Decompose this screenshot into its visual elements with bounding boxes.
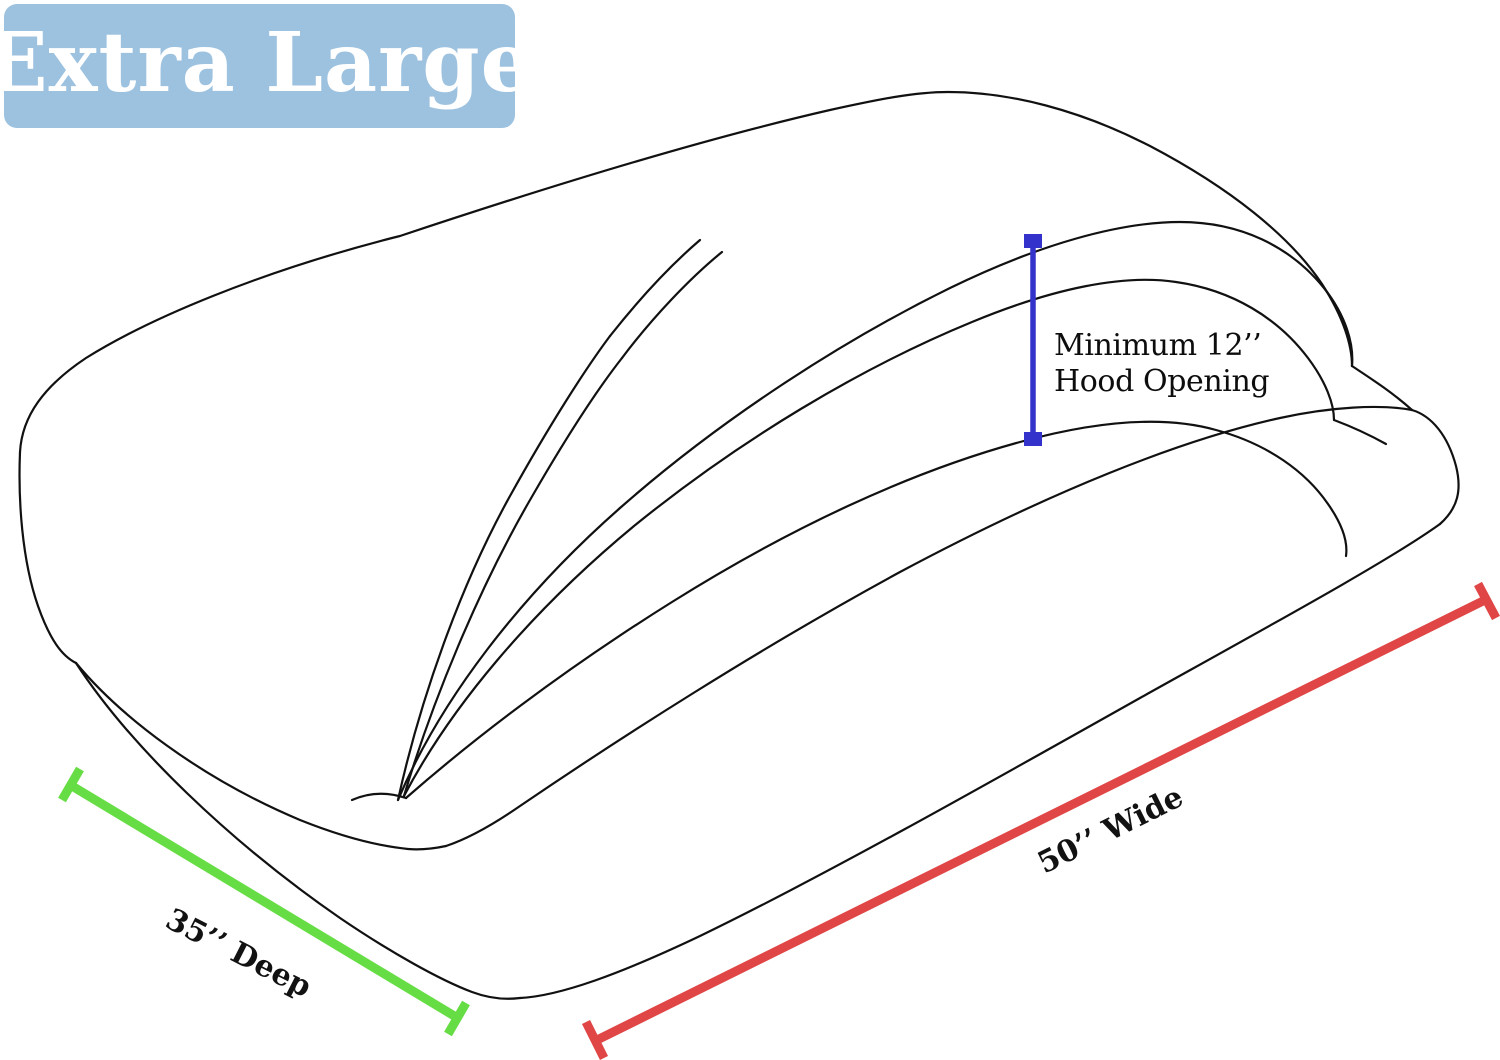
hood-opening-label: Minimum 12’’ Hood Opening: [1054, 328, 1270, 400]
hood-opening-cap-bottom: [1024, 432, 1042, 446]
depth-dimension-line: [58, 766, 470, 1037]
bag-left-edge: [18, 450, 78, 665]
bag-right-end-cap: [1410, 408, 1460, 526]
width-stem: [595, 595, 1487, 1045]
width-dimension-line: [581, 581, 1500, 1060]
hood-opening-label-line2: Hood Opening: [1054, 364, 1270, 399]
hood-opening-dimension-line: [1024, 234, 1042, 446]
bag-left-seam: [396, 334, 612, 802]
depth-stem: [69, 782, 459, 1021]
bag-bottom-front-edge: [444, 405, 1414, 848]
bag-crown-seam: [608, 238, 702, 338]
bag-lid-seam-mid: [402, 278, 1336, 798]
bag-right-shoulder: [1350, 364, 1414, 412]
bag-outline-group: [18, 90, 1460, 1000]
bag-top-silhouette: [18, 90, 1354, 454]
bag-nose-crease: [350, 792, 408, 802]
bag-crown-seam-inner: [620, 250, 724, 360]
width-cap-right: [1474, 581, 1500, 621]
depth-cap-top: [58, 766, 84, 803]
hood-opening-label-line1: Minimum 12’’: [1054, 328, 1262, 363]
hood-opening-cap-top: [1024, 234, 1042, 248]
depth-cap-bottom: [444, 1000, 470, 1037]
bag-front-lower-rim: [518, 522, 1442, 1000]
bag-lid-seam-upper: [396, 220, 1354, 802]
bag-lower-left-contour: [74, 661, 448, 851]
size-badge: Extra Large: [0, 4, 533, 128]
bag-left-seam-inner: [402, 356, 624, 798]
width-cap-left: [581, 1019, 609, 1060]
bag-bottom-base: [74, 661, 522, 1000]
bag-seam-junction: [1332, 418, 1388, 446]
size-badge-label: Extra Large: [0, 15, 534, 111]
bag-hood-opening-arc: [404, 420, 1348, 800]
